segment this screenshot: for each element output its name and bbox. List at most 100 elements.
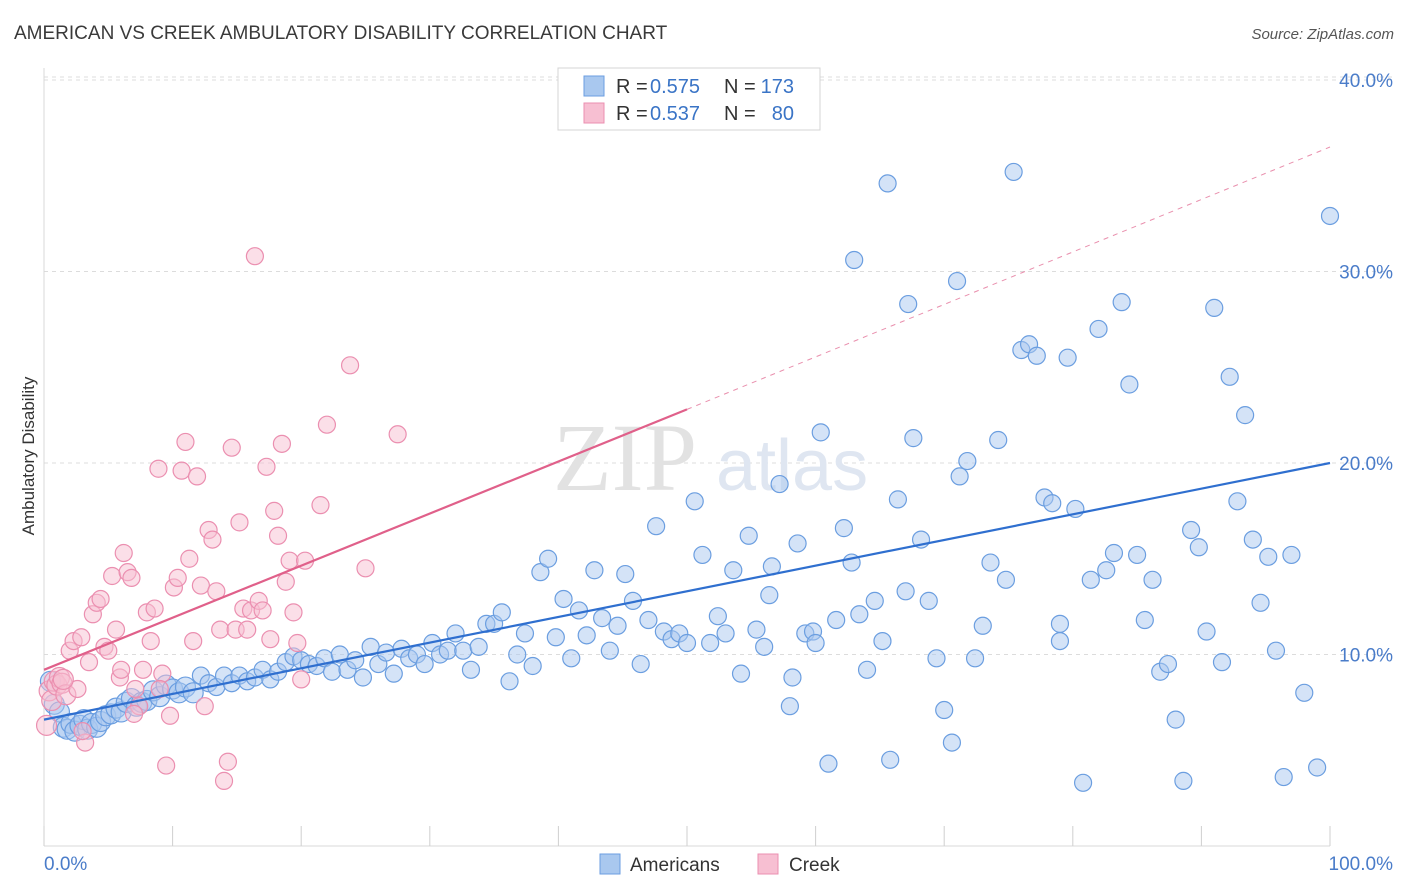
americans-point	[1243, 530, 1262, 549]
creek-point	[356, 559, 375, 578]
grid-lines	[44, 76, 1392, 655]
creek-point	[222, 438, 241, 457]
americans-point	[1004, 162, 1023, 182]
creek-point	[265, 501, 284, 520]
americans-point	[942, 733, 962, 752]
americans-point	[888, 490, 908, 509]
americans-point	[1212, 653, 1232, 672]
americans-point	[1236, 406, 1255, 425]
americans-point	[616, 564, 635, 584]
creek-point	[184, 631, 203, 651]
watermark-atlas: atlas	[716, 426, 868, 506]
legend-swatch-creek	[583, 102, 605, 124]
legend-n-value-creek: 80	[772, 103, 794, 125]
creek-point	[257, 457, 276, 476]
y-tick-label: 30.0%	[1339, 263, 1393, 284]
americans-point	[989, 430, 1008, 450]
y-tick-label: 20.0%	[1339, 454, 1393, 475]
creek-point	[73, 721, 92, 741]
americans-point	[845, 250, 864, 270]
americans-point	[724, 561, 743, 580]
chart-source: Source: ZipAtlas.com	[1251, 26, 1394, 43]
americans-point	[919, 591, 938, 610]
creek-point	[292, 670, 311, 689]
americans-trend-line	[43, 461, 1331, 721]
americans-point	[1220, 367, 1239, 386]
creek-point	[268, 526, 288, 545]
legend-r-value-americans: 0.575	[650, 76, 700, 98]
creek-point	[245, 247, 265, 266]
americans-point	[1073, 773, 1093, 792]
americans-point	[608, 616, 627, 635]
creek-point	[176, 432, 195, 452]
trend-lines	[43, 146, 1331, 721]
americans-point	[1135, 610, 1154, 630]
americans-point	[461, 660, 481, 679]
americans-point	[1205, 298, 1224, 317]
americans-point	[523, 656, 542, 676]
americans-point	[716, 624, 735, 643]
legend-r-label-americans: R =	[616, 76, 648, 98]
americans-point	[881, 750, 900, 769]
americans-point	[1266, 641, 1286, 660]
americans-point	[515, 624, 535, 643]
creek-point	[276, 572, 295, 591]
series-legend-swatch-americans	[599, 853, 621, 875]
americans-point	[1166, 710, 1185, 729]
americans-point	[873, 631, 892, 651]
americans-point	[539, 549, 558, 568]
creek-point	[288, 633, 307, 653]
americans-point	[693, 545, 712, 565]
legend-r-label-creek: R =	[616, 103, 648, 125]
americans-point	[577, 626, 596, 645]
americans-point	[500, 672, 519, 691]
legend-n-value-americans: 173	[761, 76, 794, 98]
americans-point	[878, 174, 897, 193]
americans-point	[1174, 771, 1193, 790]
americans-point	[904, 429, 923, 448]
americans-point	[1027, 346, 1046, 365]
americans-point	[770, 474, 789, 494]
creek-point	[261, 630, 280, 649]
creek-point	[122, 568, 141, 588]
americans-point	[701, 633, 720, 653]
creek-point	[311, 496, 330, 515]
americans-point	[562, 649, 581, 668]
americans-point	[1182, 520, 1201, 540]
americans-point	[1251, 593, 1270, 612]
americans-point	[1282, 545, 1301, 565]
creek-point	[149, 459, 168, 478]
creek-point	[112, 660, 131, 679]
americans-point	[760, 586, 779, 605]
x-tick-label-max: 100.0%	[1329, 854, 1394, 875]
creek-point	[68, 679, 87, 699]
creek-trend-line	[43, 408, 688, 671]
americans-point	[947, 271, 967, 291]
series-legend: Americans Creek	[599, 853, 840, 876]
americans-point	[569, 601, 589, 620]
americans-point	[747, 620, 766, 639]
y-tick-labels: 10.0% 20.0% 30.0% 40.0%	[1339, 71, 1393, 667]
americans-point	[981, 553, 1000, 572]
creek-point	[218, 752, 237, 771]
legend-swatch-americans	[583, 75, 605, 97]
americans-point	[600, 641, 619, 660]
americans-point	[639, 610, 658, 630]
x-tick-marks	[43, 826, 1331, 846]
americans-point	[322, 662, 342, 681]
americans-point	[850, 605, 869, 624]
americans-point	[965, 649, 985, 668]
americans-point	[1308, 758, 1327, 777]
creek-point	[172, 461, 191, 480]
americans-point	[631, 654, 650, 674]
creek-point	[280, 551, 299, 570]
creek-point	[238, 620, 257, 639]
americans-point	[811, 423, 830, 442]
y-axis-label: Ambulatory Disability	[19, 376, 38, 535]
creek-point	[106, 620, 126, 639]
americans-point	[806, 633, 825, 653]
americans-point	[788, 534, 807, 553]
americans-point	[593, 609, 612, 628]
americans-point	[935, 700, 954, 720]
